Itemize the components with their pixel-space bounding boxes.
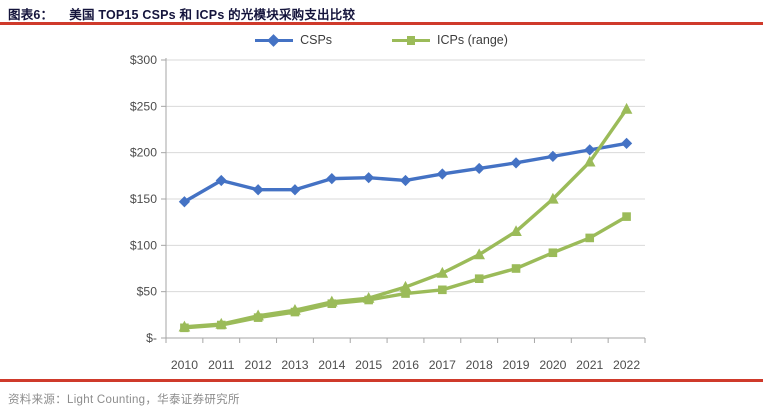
legend-item-csps: CSPs xyxy=(255,33,332,47)
bottom-divider-line xyxy=(0,379,763,382)
chart-title: 图表6： 美国 TOP15 CSPs 和 ICPs 的光模块采购支出比较 xyxy=(8,4,755,23)
svg-text:2010: 2010 xyxy=(171,358,198,372)
csps-diamond-marker-icon xyxy=(255,33,294,47)
svg-text:2015: 2015 xyxy=(355,358,382,372)
chart-legend: CSPs ICPs (range) xyxy=(0,33,763,47)
legend-label-icps: ICPs (range) xyxy=(437,33,508,47)
svg-text:2021: 2021 xyxy=(576,358,603,372)
icps-square-marker-icon xyxy=(392,34,431,46)
svg-text:$150: $150 xyxy=(130,192,157,206)
source-note: 资料来源：Light Counting，华泰证券研究所 xyxy=(8,394,240,406)
svg-text:$100: $100 xyxy=(130,238,157,252)
svg-text:2011: 2011 xyxy=(208,358,234,372)
svg-text:$200: $200 xyxy=(130,146,157,160)
svg-text:2016: 2016 xyxy=(392,358,419,372)
axis-tick-labels: $- $50 $100 $150 $200 $250 $300 2010 2011 2012 201… xyxy=(130,53,640,372)
chart-title-text: 美国 TOP15 CSPs 和 ICPs 的光模块采购支出比较 xyxy=(69,8,356,22)
axes xyxy=(161,58,646,343)
svg-text:2020: 2020 xyxy=(539,358,566,372)
series-csps xyxy=(178,137,633,208)
legend-item-icps: ICPs (range) xyxy=(392,33,508,47)
series-icps-range-upper xyxy=(178,102,633,332)
svg-text:2022: 2022 xyxy=(613,358,640,372)
legend-label-csps: CSPs xyxy=(300,33,333,47)
svg-text:$250: $250 xyxy=(130,99,157,113)
svg-text:2013: 2013 xyxy=(281,358,308,372)
title-divider-line xyxy=(0,22,763,25)
chart-title-prefix: 图表6： xyxy=(8,8,54,22)
svg-text:2019: 2019 xyxy=(502,358,529,372)
svg-text:$50: $50 xyxy=(137,285,158,299)
svg-text:2018: 2018 xyxy=(466,358,493,372)
svg-text:$300: $300 xyxy=(130,53,157,67)
svg-text:2014: 2014 xyxy=(318,358,345,372)
series-icps-range-lower xyxy=(180,212,631,333)
svg-text:2012: 2012 xyxy=(245,358,272,372)
svg-text:$-: $- xyxy=(146,331,157,345)
svg-text:2017: 2017 xyxy=(429,358,456,372)
